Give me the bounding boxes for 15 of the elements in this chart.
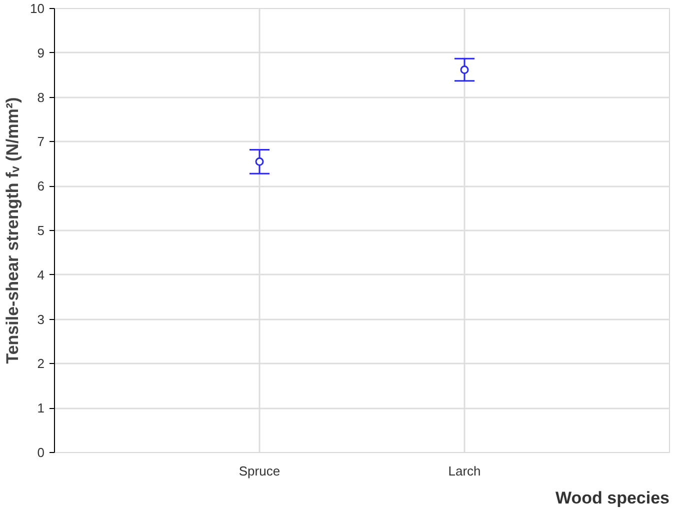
y-tick-label: 4 <box>37 267 45 282</box>
y-tick-label: 3 <box>37 312 45 327</box>
x-axis-title: Wood species <box>556 488 670 508</box>
y-tick-label: 0 <box>37 445 45 460</box>
y-tick-label: 9 <box>37 45 45 60</box>
x-tick-label: Spruce <box>238 464 280 478</box>
y-tick-label: 5 <box>37 223 45 238</box>
y-tick-label: 10 <box>30 1 45 16</box>
x-tick-label: Larch <box>448 464 481 478</box>
y-tick-label: 6 <box>37 178 45 194</box>
y-axis-title: Tensile-shear strength fᵥ (N/mm²) <box>3 97 22 364</box>
y-tick-label: 1 <box>37 400 45 416</box>
y-tick-label: 7 <box>37 134 45 150</box>
y-tick-label: 8 <box>37 90 45 105</box>
y-tick-label: 2 <box>37 356 45 372</box>
